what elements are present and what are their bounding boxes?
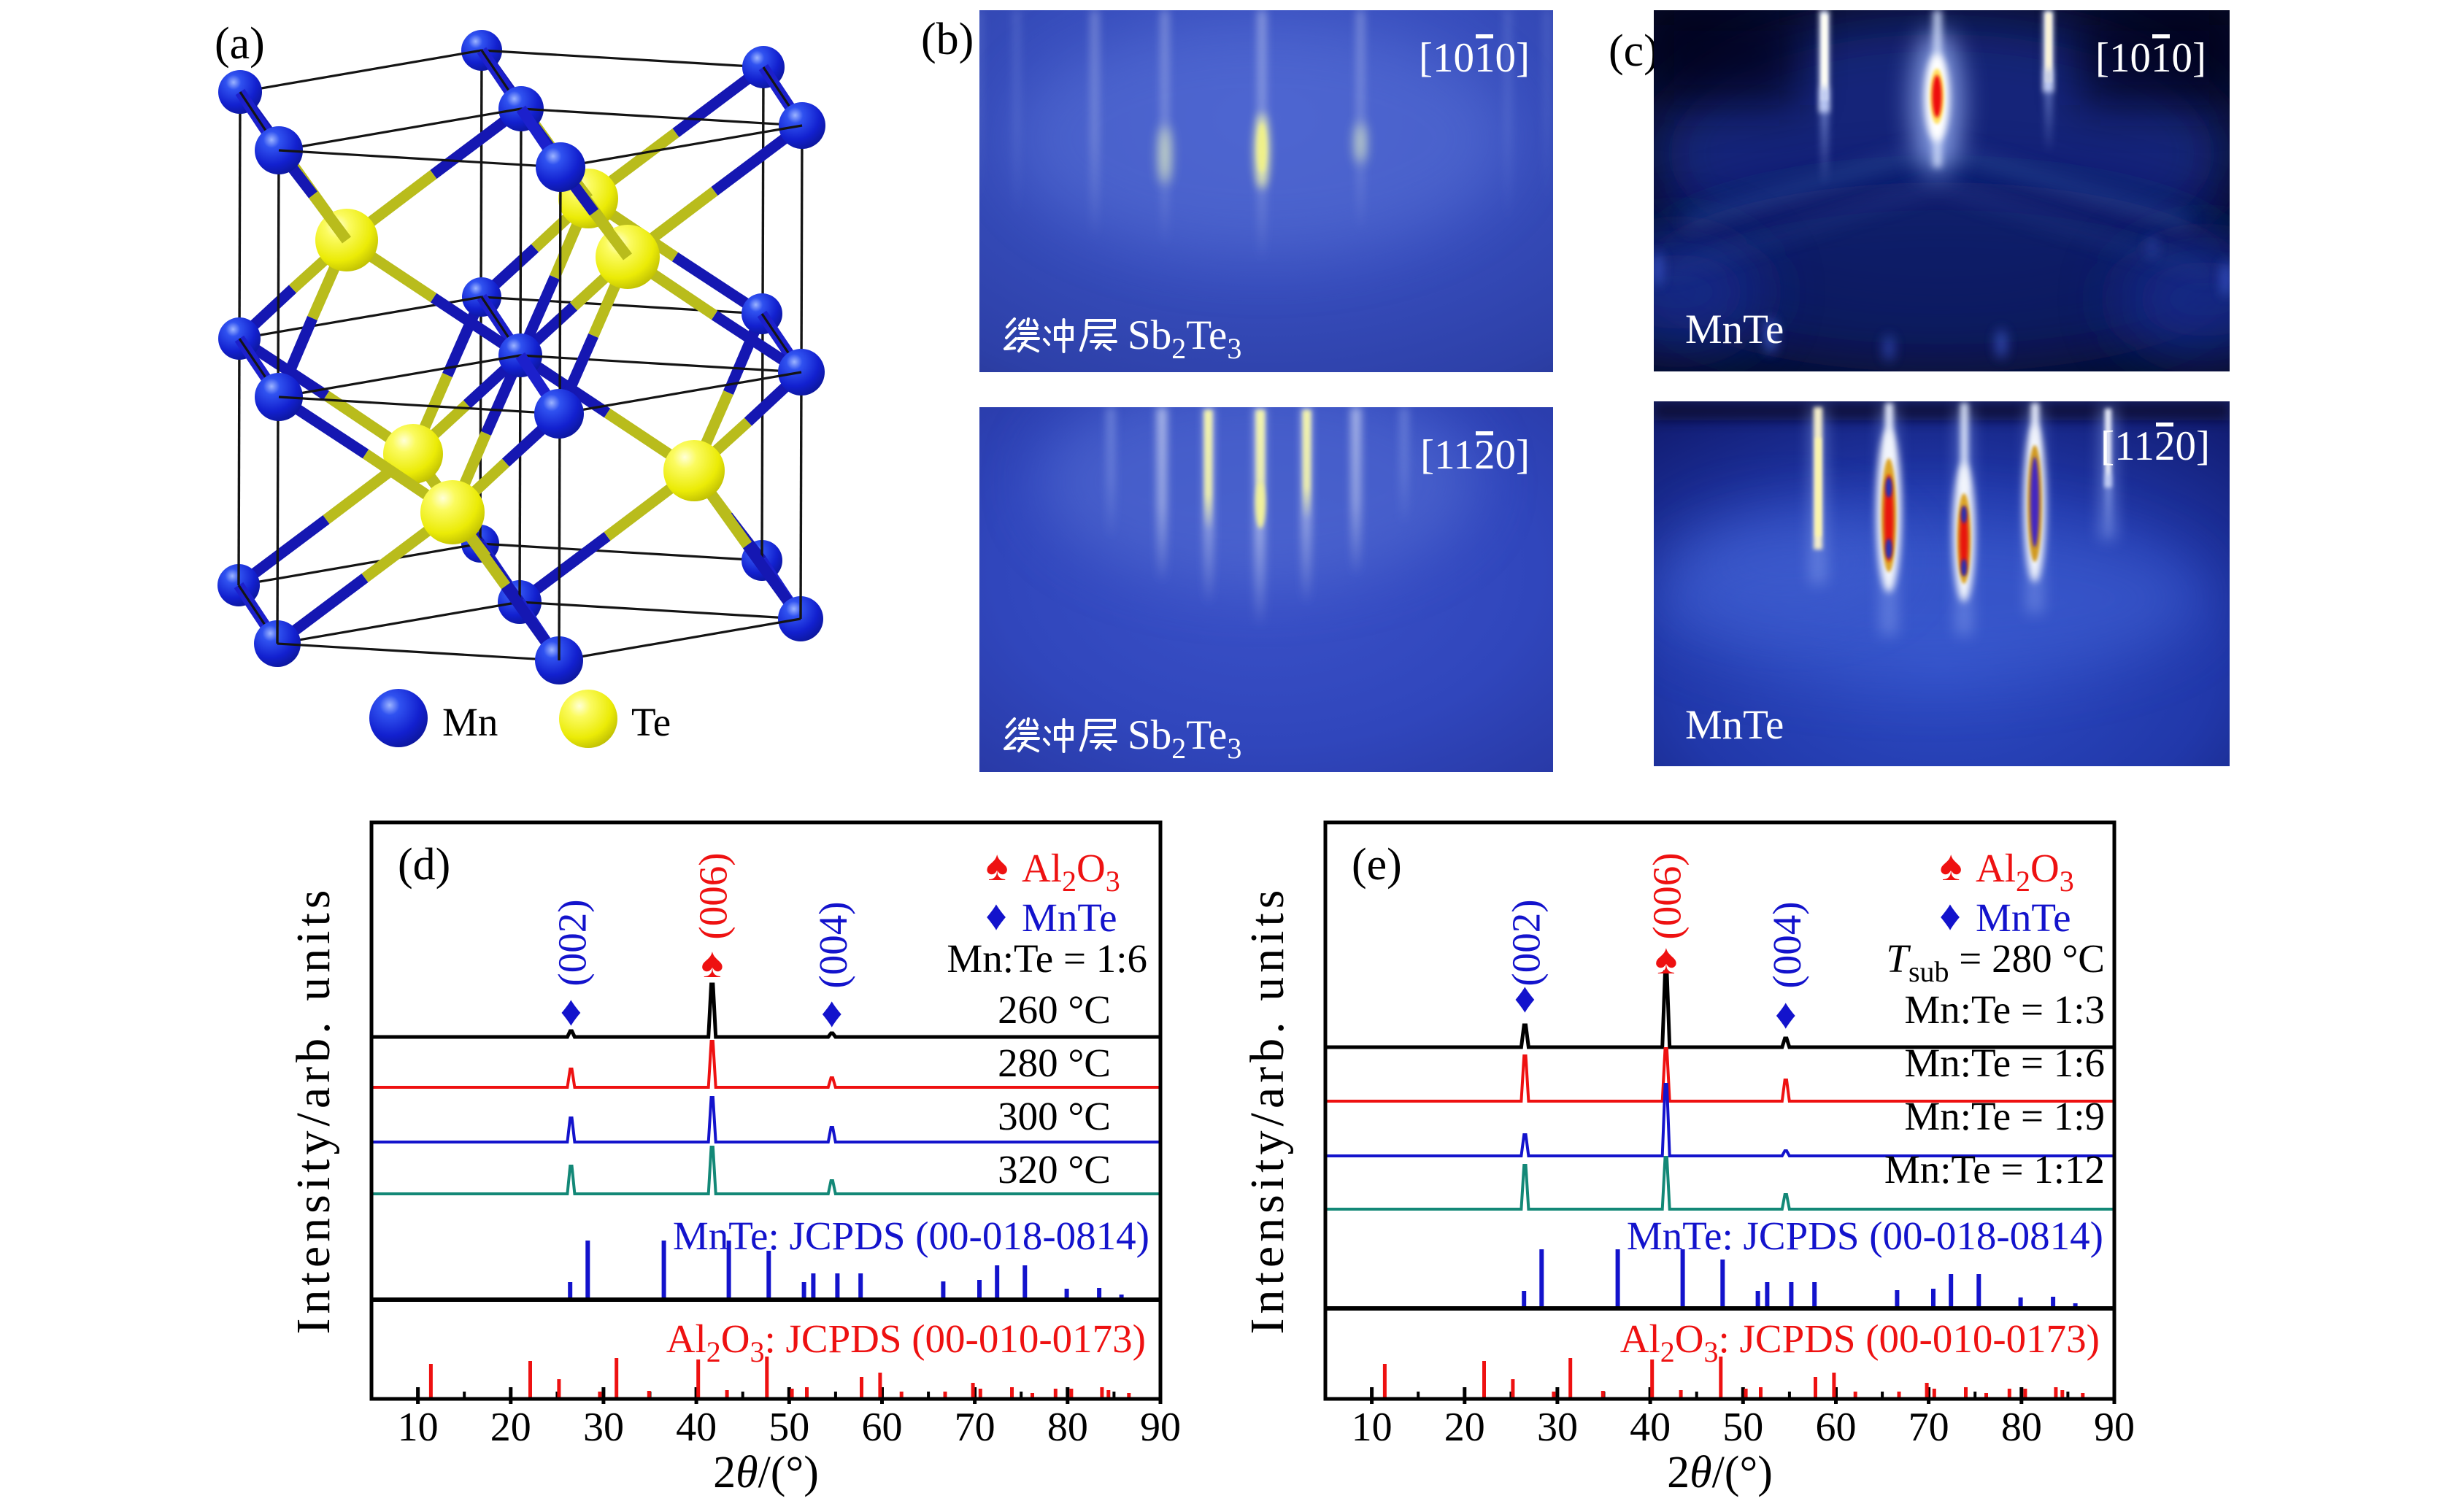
svg-text:♦: ♦ [1514, 974, 1536, 1022]
svg-text:60: 60 [861, 1405, 902, 1450]
svg-text:10: 10 [1352, 1405, 1393, 1450]
svg-text:Te: Te [631, 700, 671, 744]
svg-text:2θ/(°): 2θ/(°) [1667, 1448, 1773, 1497]
svg-text:260 °C: 260 °C [998, 987, 1111, 1032]
svg-text:40: 40 [1630, 1405, 1671, 1450]
svg-text:280 °C: 280 °C [998, 1041, 1111, 1085]
svg-text:MnTe: JCPDS (00-018-0814): MnTe: JCPDS (00-018-0814) [673, 1214, 1149, 1258]
svg-text:[1010]: [1010] [2095, 35, 2206, 81]
svg-text:50: 50 [1722, 1405, 1763, 1450]
svg-text:Mn:Te = 1:6: Mn:Te = 1:6 [947, 936, 1147, 981]
svg-text:♠: ♠ [701, 939, 723, 987]
svg-text:(004): (004) [811, 901, 855, 988]
svg-text:80: 80 [2001, 1405, 2042, 1450]
svg-text:(006): (006) [1645, 852, 1690, 939]
svg-text:70: 70 [955, 1405, 995, 1450]
svg-text:(d): (d) [398, 840, 450, 890]
svg-text:70: 70 [1908, 1405, 1949, 1450]
svg-text:[1120]: [1120] [2100, 423, 2210, 469]
svg-text:Mn:Te = 1:6: Mn:Te = 1:6 [1904, 1041, 2105, 1085]
svg-text:Sb2Te3: Sb2Te3 [1128, 712, 1241, 765]
svg-text:Mn:Te = 1:3: Mn:Te = 1:3 [1904, 987, 2105, 1032]
svg-text:Al2O3: JCPDS (00-010-0173): Al2O3: JCPDS (00-010-0173) [1620, 1316, 2100, 1368]
svg-text:[1010]: [1010] [1419, 35, 1530, 81]
svg-text:Intensity/arb. units: Intensity/arb. units [287, 886, 340, 1335]
svg-text:♠: ♠ [1940, 842, 1963, 890]
svg-text:(004): (004) [1765, 901, 1809, 988]
svg-text:♦: ♦ [1939, 892, 1961, 939]
svg-text:Mn:Te = 1:12: Mn:Te = 1:12 [1884, 1147, 2105, 1192]
svg-text:20: 20 [1444, 1405, 1485, 1450]
svg-text:♠: ♠ [986, 842, 1009, 890]
svg-text:60: 60 [1815, 1405, 1856, 1450]
svg-text:(e): (e) [1352, 840, 1402, 890]
svg-text:(002): (002) [1503, 899, 1548, 986]
svg-text:30: 30 [583, 1405, 624, 1450]
svg-text:(a): (a) [215, 19, 265, 69]
svg-text:MnTe: MnTe [1685, 702, 1784, 748]
svg-text:30: 30 [1537, 1405, 1578, 1450]
svg-text:320 °C: 320 °C [998, 1147, 1111, 1192]
svg-text:80: 80 [1047, 1405, 1088, 1450]
svg-text:90: 90 [1140, 1405, 1181, 1450]
svg-text:90: 90 [2094, 1405, 2135, 1450]
svg-text:40: 40 [676, 1405, 717, 1450]
svg-text:Tsub = 280 °C: Tsub = 280 °C [1886, 936, 2105, 988]
svg-text:Al2O3: JCPDS (00-010-0173): Al2O3: JCPDS (00-010-0173) [666, 1316, 1146, 1368]
svg-text:♦: ♦ [1775, 990, 1797, 1038]
svg-text:♠: ♠ [1655, 936, 1677, 983]
svg-text:♦: ♦ [985, 892, 1007, 939]
svg-text:Intensity/arb. units: Intensity/arb. units [1241, 886, 1294, 1335]
svg-text:20: 20 [490, 1405, 531, 1450]
svg-text:50: 50 [769, 1405, 809, 1450]
svg-text:[1120]: [1120] [1420, 432, 1530, 478]
svg-text:MnTe: JCPDS (00-018-0814): MnTe: JCPDS (00-018-0814) [1627, 1214, 2103, 1258]
svg-text:(006): (006) [691, 852, 736, 939]
svg-text:♦: ♦ [821, 989, 843, 1036]
svg-text:♦: ♦ [561, 987, 582, 1035]
svg-text:MnTe: MnTe [1022, 895, 1117, 940]
svg-text:(c): (c) [1609, 26, 1659, 76]
svg-text:2θ/(°): 2θ/(°) [713, 1448, 819, 1497]
svg-text:300 °C: 300 °C [998, 1094, 1111, 1138]
svg-text:10: 10 [398, 1405, 439, 1450]
svg-text:MnTe: MnTe [1685, 306, 1784, 352]
svg-text:(b): (b) [921, 15, 974, 64]
svg-text:Mn:Te = 1:9: Mn:Te = 1:9 [1904, 1094, 2105, 1138]
svg-text:(002): (002) [550, 899, 594, 986]
svg-text:Al2O3: Al2O3 [1976, 846, 2074, 898]
svg-text:Mn: Mn [442, 700, 498, 744]
svg-text:MnTe: MnTe [1976, 895, 2071, 940]
